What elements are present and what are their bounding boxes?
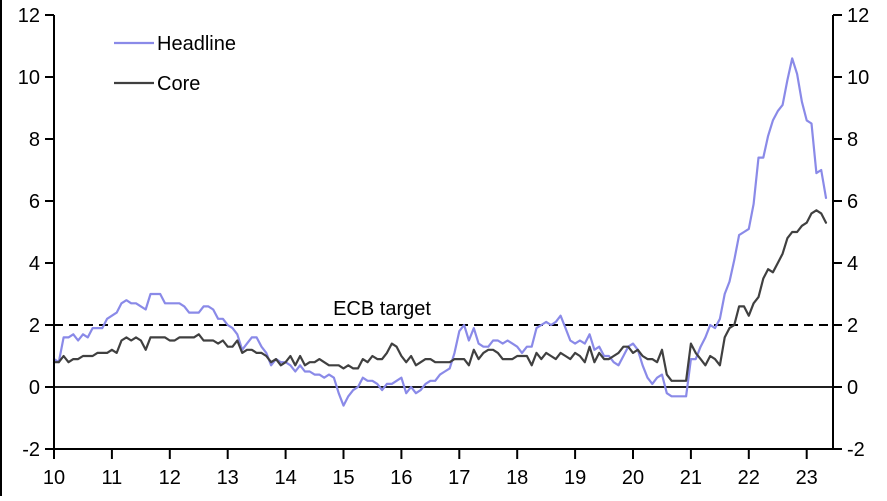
- x-tick-label: 18: [506, 467, 528, 489]
- x-tick-label: 14: [274, 467, 296, 489]
- y-tick-label: 12: [847, 5, 869, 27]
- headline-series-line: [52, 57, 828, 407]
- x-tick-label: 10: [43, 467, 65, 489]
- y-tick-label: 10: [847, 67, 869, 89]
- y-tick-label: 2: [29, 315, 40, 337]
- core-series-line: [52, 209, 828, 382]
- y-tick-label: 10: [18, 67, 40, 89]
- axes-frame: [53, 15, 834, 450]
- y-tick-label: 4: [847, 253, 858, 275]
- y-tick-label: 8: [847, 129, 858, 151]
- x-tick-label: 20: [622, 467, 644, 489]
- y-tick-label: 4: [29, 253, 40, 275]
- y-tick-label: -2: [22, 439, 40, 461]
- page-left-border: [0, 0, 2, 496]
- x-tick-label: 23: [796, 467, 818, 489]
- x-tick-label: 12: [159, 467, 181, 489]
- x-tick-label: 15: [332, 467, 354, 489]
- x-axis-ticks: 10 11 12 13 14 15 16 17 18 19 20 21 22 23: [43, 449, 818, 489]
- x-tick-label: 16: [390, 467, 412, 489]
- y-tick-label: -2: [847, 439, 865, 461]
- x-tick-label: 22: [738, 467, 760, 489]
- y-tick-label: 8: [29, 129, 40, 151]
- y-tick-label: 12: [18, 5, 40, 27]
- x-tick-label: 13: [217, 467, 239, 489]
- x-tick-label: 19: [564, 467, 586, 489]
- legend-headline-label: Headline: [157, 33, 236, 55]
- y-axis-right-ticks: -2 0 2 4 6 8 10 12: [833, 5, 869, 461]
- legend-core-label: Core: [157, 73, 200, 95]
- ecb-target-label: ECB target: [333, 298, 431, 320]
- y-tick-label: 0: [847, 377, 858, 399]
- y-axis-left-ticks: -2 0 2 4 6 8 10 12: [18, 5, 54, 461]
- x-tick-label: 21: [680, 467, 702, 489]
- y-tick-label: 0: [29, 377, 40, 399]
- x-tick-label: 17: [448, 467, 470, 489]
- x-tick-label: 11: [102, 467, 123, 489]
- legend: Headline Core: [114, 33, 236, 95]
- y-tick-label: 2: [847, 315, 858, 337]
- y-tick-label: 6: [847, 191, 858, 213]
- y-tick-label: 6: [29, 191, 40, 213]
